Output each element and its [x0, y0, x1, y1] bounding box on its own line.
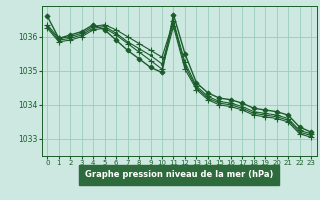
X-axis label: Graphe pression niveau de la mer (hPa): Graphe pression niveau de la mer (hPa) — [85, 170, 273, 179]
